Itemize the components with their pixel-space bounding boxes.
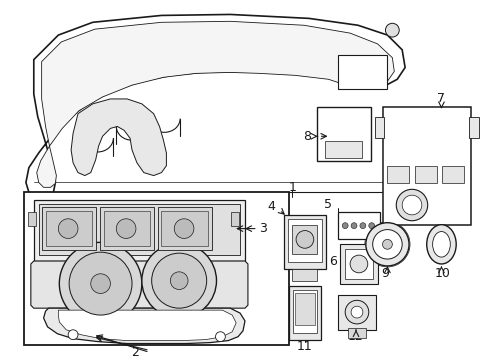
- Polygon shape: [71, 99, 166, 176]
- Bar: [100, 207, 153, 250]
- Circle shape: [91, 274, 110, 293]
- Circle shape: [342, 223, 347, 229]
- Circle shape: [350, 306, 362, 318]
- Ellipse shape: [426, 225, 455, 264]
- Circle shape: [401, 195, 421, 215]
- Polygon shape: [31, 261, 247, 308]
- Text: 10: 10: [434, 267, 449, 280]
- Bar: [103, 211, 149, 246]
- Bar: [294, 293, 314, 325]
- Bar: [338, 212, 379, 239]
- Circle shape: [382, 239, 391, 249]
- Circle shape: [151, 253, 206, 308]
- Bar: [340, 244, 377, 284]
- Text: 6: 6: [329, 255, 337, 267]
- Text: 8: 8: [302, 130, 310, 143]
- Text: 4: 4: [267, 201, 275, 213]
- Bar: [338, 55, 386, 89]
- Bar: [41, 207, 96, 250]
- Bar: [347, 328, 365, 338]
- Circle shape: [295, 230, 313, 248]
- Text: 1: 1: [287, 181, 295, 194]
- Bar: [291, 269, 316, 281]
- Bar: [382, 107, 470, 225]
- Bar: [345, 249, 372, 279]
- Bar: [287, 219, 321, 262]
- Text: 11: 11: [296, 340, 312, 353]
- Polygon shape: [26, 14, 404, 197]
- Bar: [34, 200, 244, 261]
- Text: 2: 2: [131, 346, 139, 359]
- Text: 7: 7: [437, 93, 445, 105]
- Text: 5: 5: [324, 198, 332, 211]
- Polygon shape: [43, 308, 244, 343]
- Circle shape: [68, 330, 78, 339]
- Text: 3: 3: [258, 222, 266, 235]
- Circle shape: [345, 300, 368, 324]
- Circle shape: [142, 243, 216, 318]
- Circle shape: [350, 223, 356, 229]
- Bar: [157, 207, 211, 250]
- Bar: [231, 212, 239, 226]
- Circle shape: [215, 332, 225, 342]
- Circle shape: [359, 223, 365, 229]
- Bar: [324, 141, 361, 158]
- Bar: [291, 225, 316, 254]
- Circle shape: [69, 252, 132, 315]
- Circle shape: [385, 23, 398, 37]
- Circle shape: [395, 189, 427, 221]
- Circle shape: [365, 223, 408, 266]
- Polygon shape: [58, 310, 236, 341]
- Circle shape: [59, 242, 142, 325]
- Ellipse shape: [432, 231, 449, 257]
- Bar: [386, 166, 408, 183]
- Text: 9: 9: [381, 267, 388, 280]
- Bar: [414, 166, 436, 183]
- Circle shape: [174, 219, 194, 238]
- Bar: [288, 285, 320, 339]
- Bar: [468, 117, 478, 138]
- Text: 12: 12: [347, 330, 363, 343]
- Circle shape: [349, 255, 367, 273]
- Bar: [284, 215, 325, 269]
- Bar: [316, 107, 370, 161]
- Bar: [161, 211, 207, 246]
- Bar: [39, 204, 240, 255]
- Bar: [338, 296, 375, 330]
- Circle shape: [116, 219, 136, 238]
- Polygon shape: [37, 21, 393, 187]
- Bar: [28, 212, 36, 226]
- Bar: [292, 289, 316, 333]
- Bar: [45, 211, 92, 246]
- Bar: [442, 166, 463, 183]
- Bar: [24, 192, 288, 345]
- Circle shape: [372, 230, 401, 259]
- Circle shape: [170, 272, 187, 289]
- Bar: [374, 117, 384, 138]
- Circle shape: [368, 223, 374, 229]
- Circle shape: [58, 219, 78, 238]
